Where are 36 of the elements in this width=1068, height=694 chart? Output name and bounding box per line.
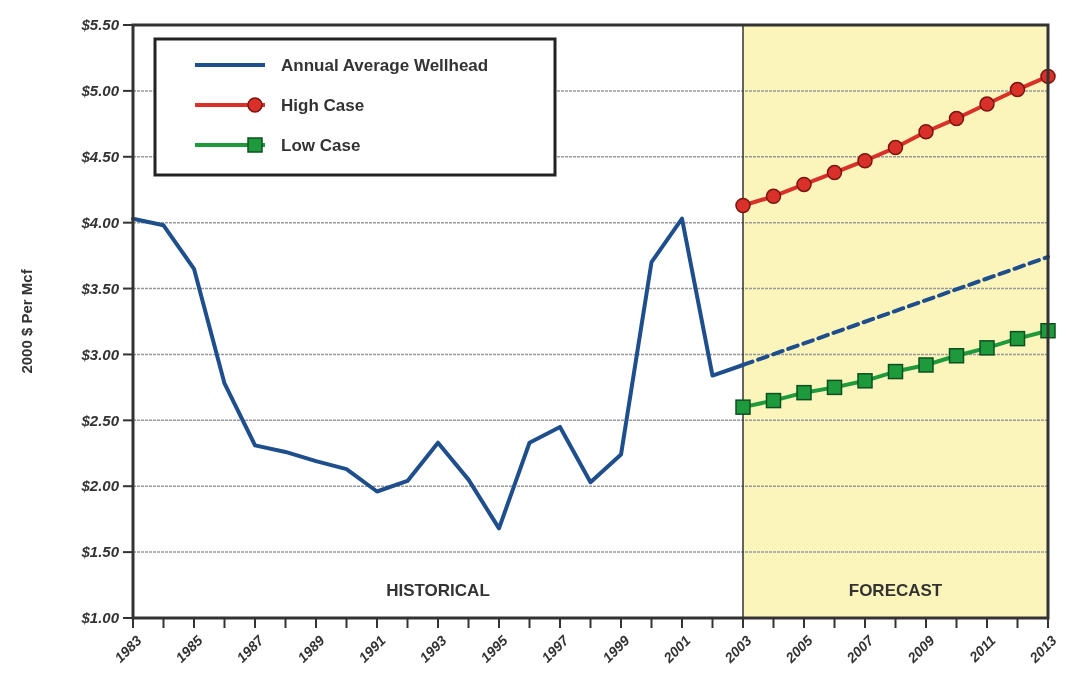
y-tick-label: $4.00	[80, 213, 120, 231]
point	[796, 176, 812, 193]
legend-label: High Case	[281, 95, 365, 115]
band-label: FORECAST	[848, 581, 943, 600]
y-tick-label: $3.50	[80, 279, 120, 297]
legend-label: Low Case	[281, 135, 361, 155]
point	[735, 197, 751, 214]
point	[948, 348, 965, 364]
point	[979, 96, 995, 112]
y-tick-label: $2.50	[80, 411, 120, 429]
annotation: HISTORICAL	[386, 581, 490, 600]
point	[948, 110, 965, 127]
point	[1009, 330, 1026, 347]
point	[887, 363, 904, 380]
y-tick-label: $1.50	[80, 543, 120, 561]
y-axis-title: 2000 $ Per Mcf	[18, 268, 35, 374]
y-tick-label: $5.00	[80, 82, 120, 100]
point	[1009, 81, 1026, 98]
point	[887, 139, 904, 156]
point	[735, 399, 751, 415]
y-tick-label: $1.00	[80, 609, 120, 627]
y-tick-label: $5.50	[80, 16, 120, 34]
point	[979, 340, 995, 356]
point	[918, 123, 934, 140]
point	[796, 384, 812, 401]
point	[857, 152, 873, 169]
point	[857, 373, 873, 389]
y-tick-label: $4.50	[80, 148, 120, 166]
y-tick-label: $2.00	[80, 477, 120, 495]
y-tick-label: $3.00	[80, 345, 120, 363]
point	[918, 357, 934, 373]
point	[826, 379, 843, 396]
point	[765, 188, 782, 205]
legend-label: Annual Average Wellhead	[281, 55, 489, 75]
point	[765, 392, 782, 409]
point	[826, 164, 843, 181]
